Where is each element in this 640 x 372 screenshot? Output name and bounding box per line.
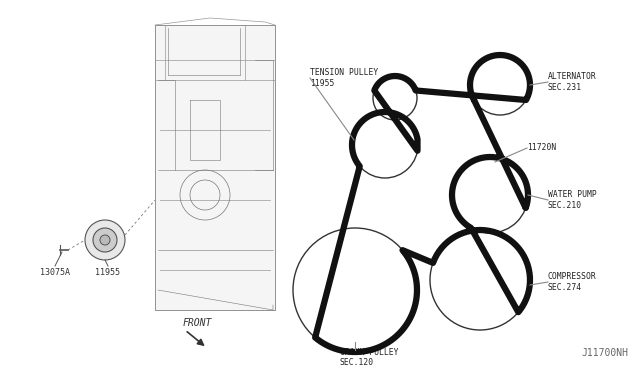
Text: CRANK PULLEY
SEC.120: CRANK PULLEY SEC.120 <box>340 348 399 368</box>
Text: COMPRESSOR
SEC.274: COMPRESSOR SEC.274 <box>548 272 596 292</box>
Text: 11955: 11955 <box>95 268 120 277</box>
Ellipse shape <box>93 228 117 252</box>
Text: WATER PUMP
SEC.210: WATER PUMP SEC.210 <box>548 190 596 210</box>
Text: FRONT: FRONT <box>183 318 212 328</box>
Text: J11700NH: J11700NH <box>581 348 628 358</box>
Ellipse shape <box>85 220 125 260</box>
FancyBboxPatch shape <box>155 25 275 310</box>
Text: 11720N: 11720N <box>527 144 556 153</box>
Text: TENSION PULLEY
11955: TENSION PULLEY 11955 <box>310 68 378 88</box>
Text: ALTERNATOR
SEC.231: ALTERNATOR SEC.231 <box>548 72 596 92</box>
Ellipse shape <box>100 235 110 245</box>
Text: 13075A: 13075A <box>40 268 70 277</box>
